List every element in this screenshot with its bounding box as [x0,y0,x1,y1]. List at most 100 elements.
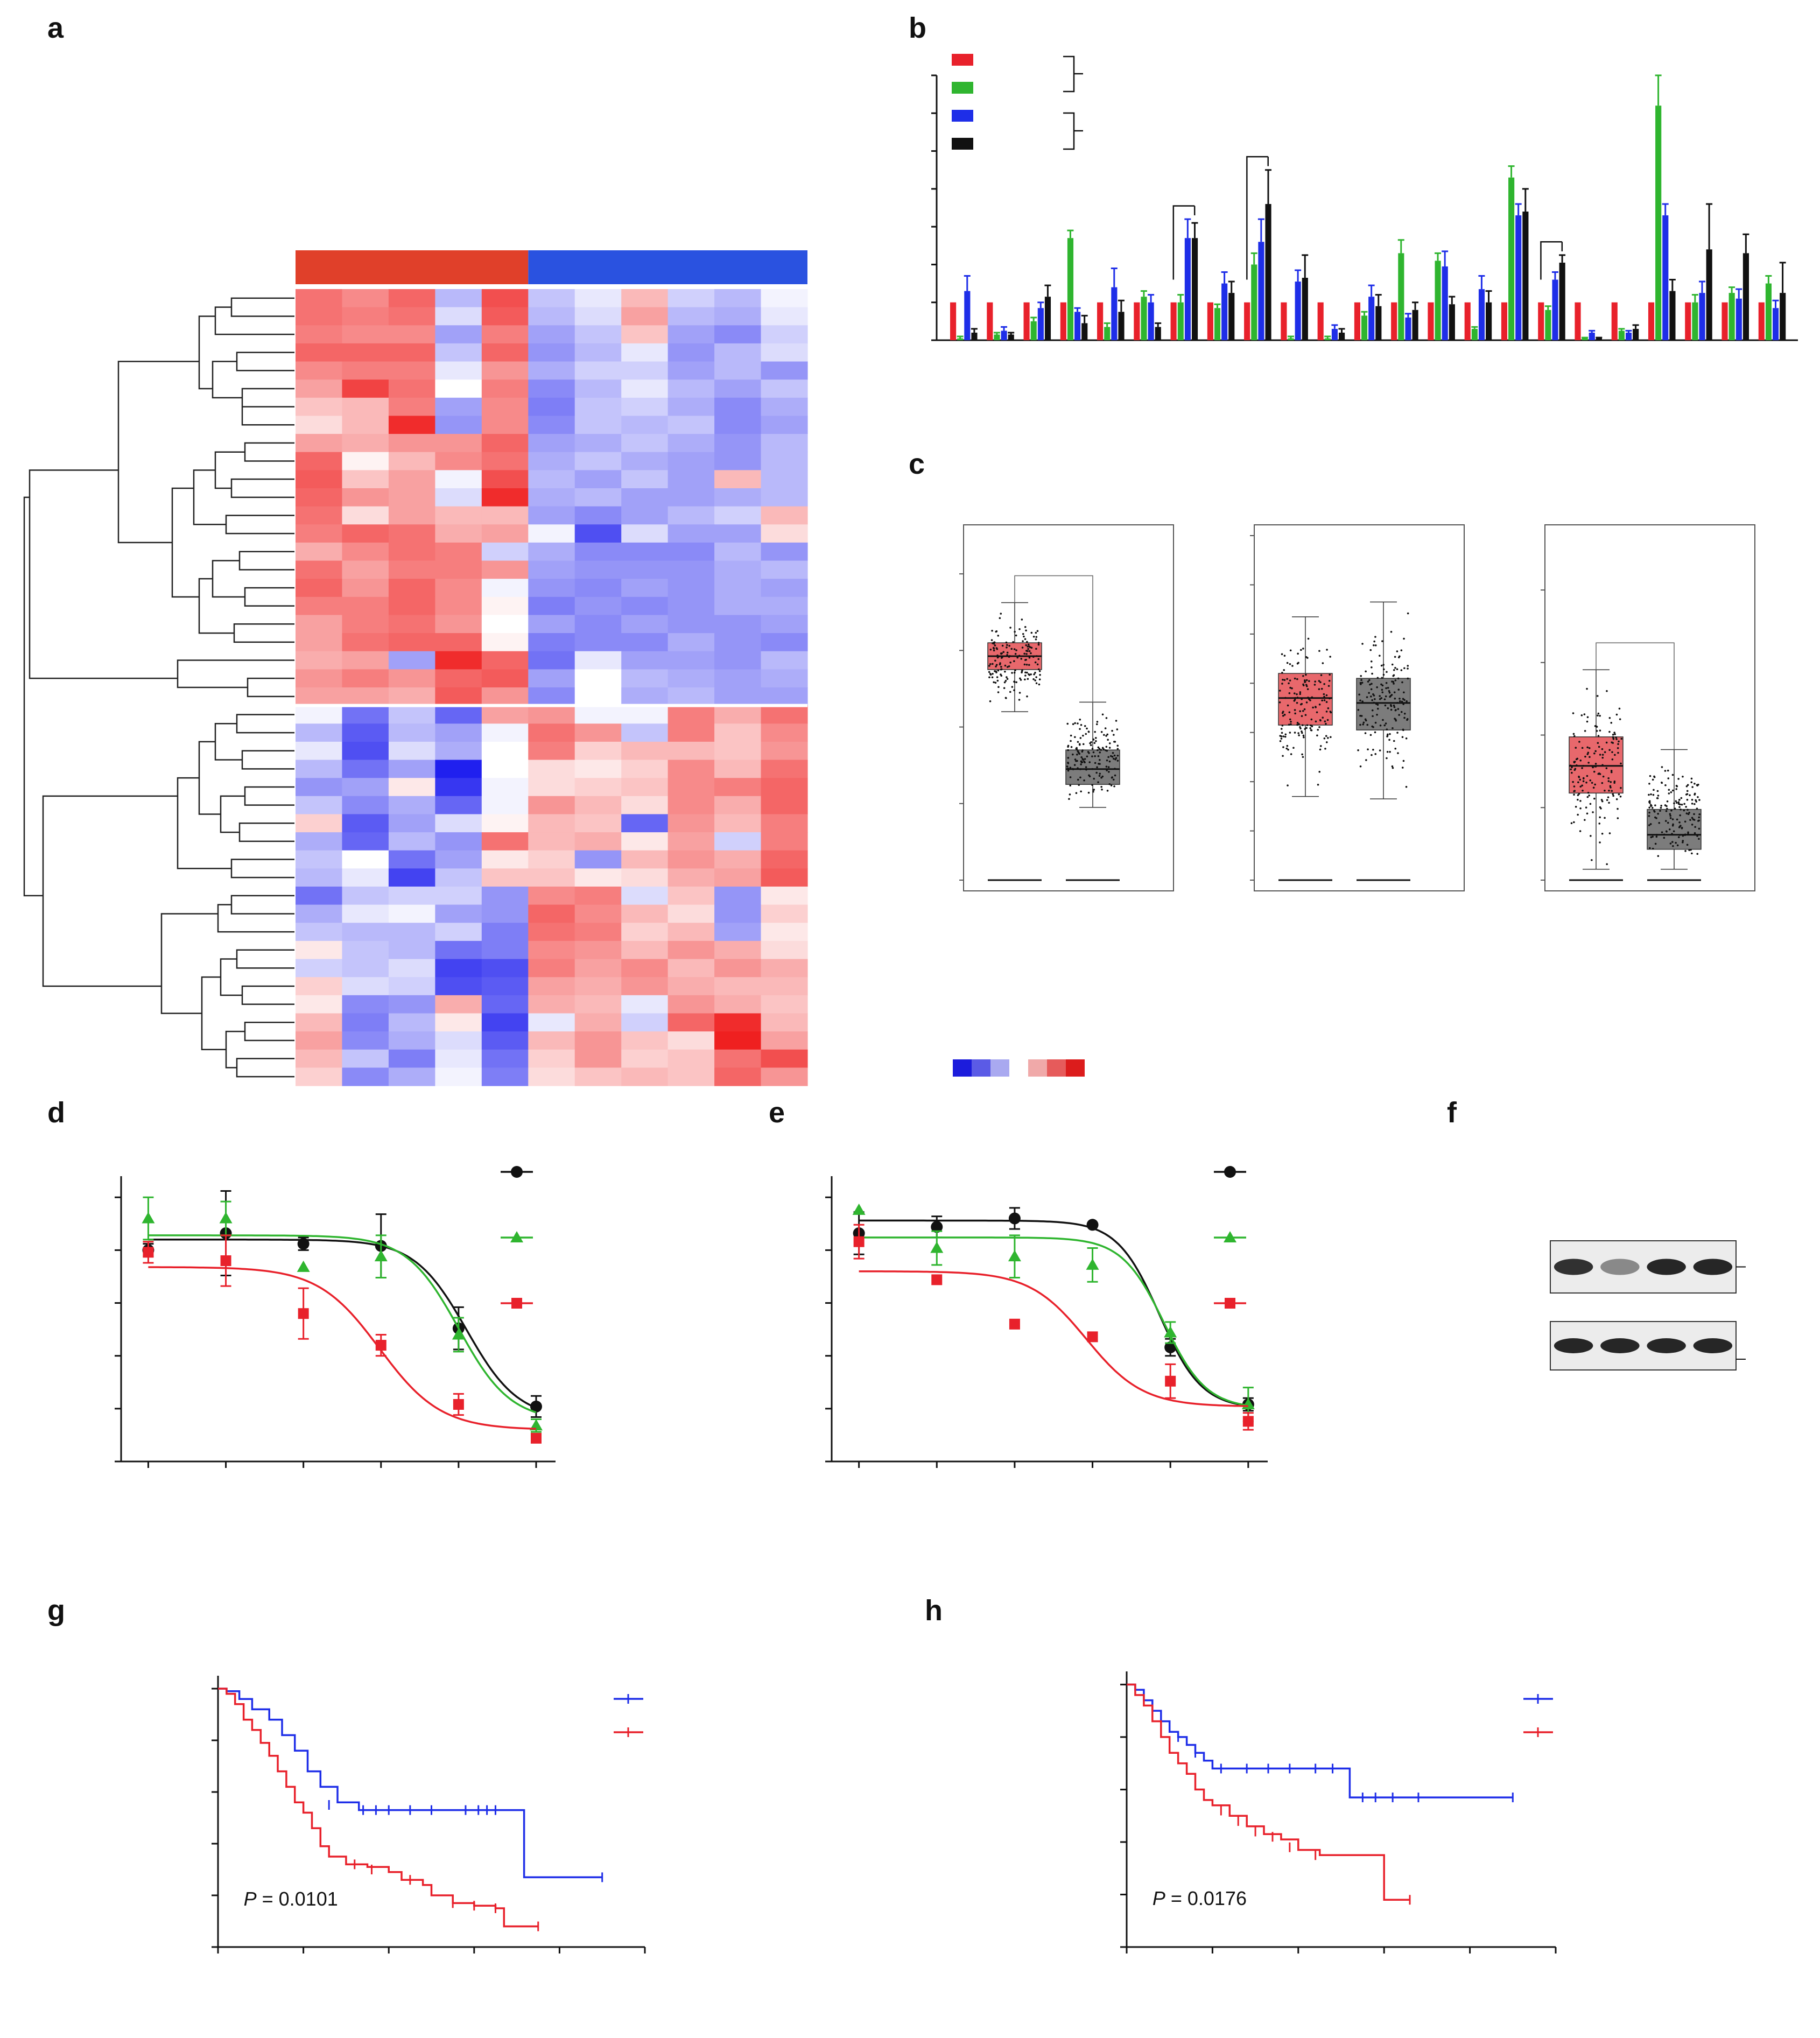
heatmap-cell [435,596,482,616]
p-value-label: P = 0.0101 [244,1888,338,1910]
error-bar [1508,165,1515,178]
heatmap-cell [761,289,808,308]
heatmap-cell [761,814,808,833]
heatmap-cell [388,596,435,616]
heatmap-cell [435,434,482,453]
heatmap-cell [667,1031,715,1050]
heatmap-cell [714,778,762,797]
error-bar [1397,239,1404,254]
heatmap-cell [714,723,762,742]
error-bar [1067,229,1074,238]
heatmap-cell [481,904,529,923]
heatmap-cell [481,506,529,525]
heatmap-cell [296,940,343,960]
legend-swatch [952,138,973,150]
heatmap-cell [342,524,389,543]
error-bar [1559,254,1566,263]
heatmap-cell [667,904,715,923]
error-bar [1449,296,1456,305]
heatmap-cell [574,977,622,996]
bar [1338,332,1345,340]
heatmap-cell [528,1031,575,1050]
heatmap-cell [481,850,529,869]
heatmap-cell [435,289,482,308]
heatmap-cell [435,723,482,742]
heatmap-cell [481,560,529,579]
bar [1611,302,1618,340]
heatmap-cell [574,380,622,398]
colorbar-swatch [990,1059,1009,1077]
bar [1442,266,1448,340]
data-point [375,1340,387,1351]
heatmap-cell [388,814,435,833]
bar [1221,283,1228,340]
error-bar [1442,250,1449,266]
heatmap-cell [621,361,669,380]
bar [1449,304,1455,340]
heatmap-cell [574,343,622,362]
heatmap-cell [435,778,482,797]
blot-band [1693,1338,1733,1353]
heatmap-cell [435,705,482,724]
plot-frame [1544,524,1755,891]
bar [950,302,957,340]
bar [1302,278,1308,340]
significance-bracket [1246,156,1269,280]
heatmap-cell [481,940,529,960]
heatmap-cell [761,760,808,778]
panel-e-dose-response [825,1166,1268,1468]
bar [1412,310,1418,340]
panel-letter-h: h [925,1594,943,1627]
bar [1559,262,1565,340]
error-bar [1515,203,1522,216]
heatmap-cell [435,470,482,489]
heatmap-cell [435,361,482,380]
error-bar [1191,222,1198,238]
heatmap-cell [481,289,529,308]
heatmap-cell [528,434,575,453]
heatmap-cell [296,397,343,417]
heatmap-cell [574,289,622,308]
heatmap-cell [574,579,622,598]
heatmap-cell [342,361,389,380]
heatmap-cell [761,470,808,489]
heatmap-cell [296,887,343,905]
bar [1001,331,1007,340]
heatmap-cell [481,832,529,851]
heatmap-cell [481,542,529,561]
heatmap-cell [435,959,482,978]
heatmap-cell [388,452,435,470]
heatmap-cell [435,343,482,362]
heatmap-cell [761,705,808,724]
heatmap-cell [342,832,389,851]
bar [1618,331,1625,340]
bar [987,302,993,340]
heatmap-cell [296,488,343,507]
whisker [1370,601,1397,799]
legend-swatch [952,110,973,122]
heatmap-cell [621,959,669,978]
heatmap-cell [667,669,715,688]
heatmap-cell [296,687,343,706]
bar [1552,279,1558,340]
heatmap-cell [342,615,389,634]
heatmap-cell [621,542,669,561]
heatmap-cell [714,452,762,470]
error-bar [1001,326,1008,331]
heatmap-cell [388,524,435,543]
data-point [1086,1219,1099,1231]
heatmap-cell [342,959,389,978]
error-bar [1184,218,1191,238]
p-value: = 0.0176 [1165,1887,1247,1909]
heatmap-cell [296,579,343,598]
panel-a-heatmap [23,250,1085,1086]
bar [1097,302,1104,340]
data-point [143,1247,154,1258]
p-symbol: P [1153,1887,1165,1909]
heatmap-cell [481,452,529,470]
heatmap-cell [528,596,575,616]
heatmap-cell [667,325,715,344]
heatmap-cell [388,1031,435,1050]
blot-band [1647,1338,1686,1353]
heatmap-cell [574,904,622,923]
